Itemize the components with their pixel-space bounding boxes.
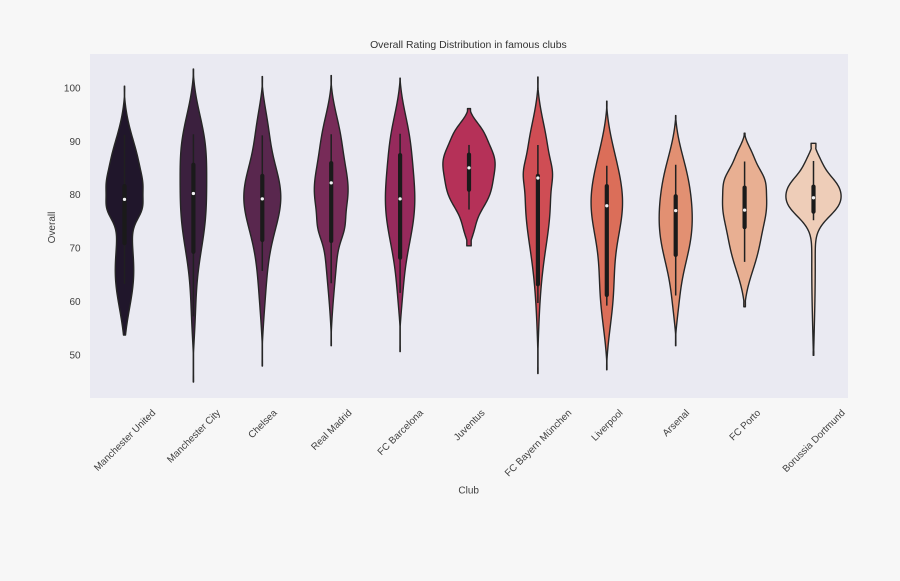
svg-text:100: 100 [64,83,81,94]
svg-text:50: 50 [69,350,81,361]
svg-text:90: 90 [69,137,81,148]
svg-text:60: 60 [69,297,81,308]
svg-text:Overall Rating Distribution in: Overall Rating Distribution in famous cl… [370,40,567,51]
svg-text:Club: Club [458,486,479,497]
svg-text:70: 70 [69,244,81,255]
svg-text:80: 80 [69,190,81,201]
svg-text:Overall: Overall [47,212,58,244]
